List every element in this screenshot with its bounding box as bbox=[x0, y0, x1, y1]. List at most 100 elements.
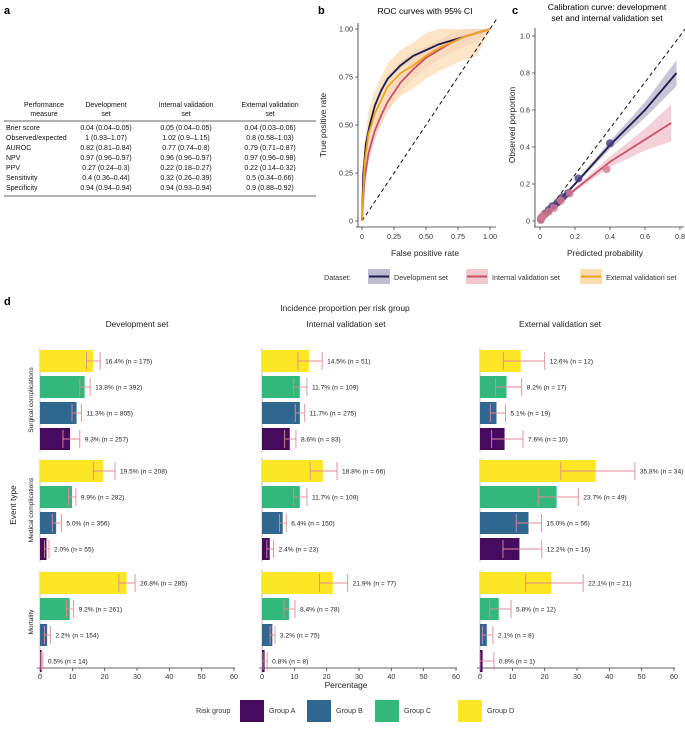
incidence-title: Incidence proportion per risk group bbox=[280, 303, 410, 313]
table-cell: 0.22 (0.18–0.27) bbox=[160, 165, 211, 172]
incidence-bar bbox=[40, 572, 127, 594]
calibration-point bbox=[565, 189, 574, 198]
table-row-label: AUROC bbox=[6, 145, 31, 152]
incidence-bar bbox=[262, 428, 290, 450]
performance-table: Performance measure Development set Internal… bbox=[4, 102, 316, 197]
bar-value-label: 23.7% (n = 49) bbox=[583, 495, 626, 502]
bar-value-label: 5.0% (n = 356) bbox=[66, 521, 109, 528]
risk-legend-swatch bbox=[240, 700, 264, 722]
bar-x-tick-label: 30 bbox=[133, 672, 141, 681]
incidence-bar bbox=[480, 376, 507, 398]
roc-title: ROC curves with 95% CI bbox=[377, 6, 472, 16]
calibration-y-tick-label: 0.2 bbox=[520, 180, 530, 189]
table-cell: 0.4 (0.36–0.44) bbox=[82, 175, 129, 182]
bar-value-label: 21.9% (n = 77) bbox=[353, 581, 396, 588]
roc-x-tick-label: 0 bbox=[360, 232, 364, 241]
roc-y-tick-label: 0.75 bbox=[339, 73, 353, 82]
table-cell: 0.8 (0.58–1.03) bbox=[246, 135, 293, 142]
bar-value-label: 2.2% (n = 154) bbox=[55, 633, 98, 640]
bar-value-label: 8.6% (n = 83) bbox=[301, 437, 341, 444]
bar-value-label: 5.8% (n = 12) bbox=[516, 607, 556, 614]
bar-value-label: 8.2% (n = 17) bbox=[527, 385, 567, 392]
table-header: Development bbox=[85, 102, 126, 109]
roc-chart: ROC curves with 95% CI False positive ra… bbox=[318, 6, 497, 258]
table-row-label: Sensitivity bbox=[6, 175, 38, 182]
roc-y-tick-label: 1.00 bbox=[339, 25, 353, 34]
table-header: measure bbox=[30, 111, 57, 118]
bar-value-label: 9.2% (n = 261) bbox=[79, 607, 122, 614]
table-row-label: PPV bbox=[6, 165, 20, 172]
table-row-label: Specificity bbox=[6, 185, 38, 192]
bar-x-tick-label: 0 bbox=[478, 672, 482, 681]
table-cell: 0.32 (0.26–0.39) bbox=[160, 175, 211, 182]
bar-x-tick-label: 60 bbox=[670, 672, 678, 681]
roc-x-tick-label: 0.50 bbox=[419, 232, 433, 241]
panel-label-d: d bbox=[4, 296, 11, 308]
incidence-bar bbox=[40, 598, 70, 620]
bar-value-label: 0.8% (n = 1) bbox=[499, 659, 535, 666]
bar-x-tick-label: 60 bbox=[230, 672, 238, 681]
table-header: set bbox=[101, 111, 110, 118]
table-header: set bbox=[181, 111, 190, 118]
table-row-label: NPV bbox=[6, 155, 21, 162]
bar-x-tick-label: 20 bbox=[101, 672, 109, 681]
event-type-axis-label: Event type bbox=[8, 485, 18, 525]
bar-x-tick-label: 50 bbox=[638, 672, 646, 681]
bar-value-label: 11.7% (n = 275) bbox=[310, 411, 357, 418]
table-cell: 0.04 (0.04–0.05) bbox=[80, 125, 131, 132]
panel-label-b: b bbox=[318, 5, 325, 17]
roc-y-tick-label: 0 bbox=[349, 217, 353, 226]
table-cell: 0.27 (0.24–0.3) bbox=[82, 165, 129, 172]
risk-legend-label: Group D bbox=[487, 706, 514, 715]
calibration-y-tick-label: 1.0 bbox=[520, 32, 530, 41]
bar-value-label: 12.6% (n = 12) bbox=[550, 359, 593, 366]
table-cell: 0.05 (0.04–0.05) bbox=[160, 125, 211, 132]
risk-legend-swatch bbox=[375, 700, 399, 722]
event-type-label: Surgical complications bbox=[28, 367, 35, 433]
bar-x-tick-label: 0 bbox=[38, 672, 42, 681]
calibration-title-line1: Calibration curve: development bbox=[548, 2, 667, 12]
incidence-bar bbox=[480, 460, 596, 482]
table-header: Performance bbox=[24, 102, 64, 109]
incidence-bar bbox=[262, 512, 283, 534]
calibration-point bbox=[606, 139, 614, 148]
calibration-x-tick-label: 0 bbox=[538, 232, 542, 241]
calibration-point bbox=[602, 165, 611, 174]
bar-value-label: 7.6% (n = 10) bbox=[528, 437, 568, 444]
bar-value-label: 22.1% (n = 21) bbox=[588, 581, 631, 588]
incidence-bar bbox=[480, 572, 552, 594]
risk-legend-label: Group C bbox=[404, 706, 431, 715]
dataset-legend-label: External validation set bbox=[606, 273, 676, 282]
incidence-bar bbox=[262, 538, 270, 560]
dataset-legend-label: Internal validation set bbox=[492, 273, 560, 282]
bar-value-label: 5.1% (n = 19) bbox=[511, 411, 551, 418]
incidence-bar bbox=[262, 402, 300, 424]
bar-x-tick-label: 40 bbox=[387, 672, 395, 681]
table-cell: 1 (0.93–1.07) bbox=[85, 135, 127, 142]
calibration-point bbox=[574, 174, 583, 183]
risk-group-legend-title: Risk group bbox=[196, 706, 230, 715]
roc-x-label: False positive rate bbox=[391, 248, 459, 258]
bar-x-tick-label: 10 bbox=[290, 672, 298, 681]
calibration-y-tick-label: 0.6 bbox=[520, 106, 530, 115]
bar-x-tick-label: 60 bbox=[452, 672, 460, 681]
table-cell: 1.02 (0.9–1.15) bbox=[162, 135, 209, 142]
calibration-diagonal bbox=[539, 28, 685, 222]
risk-group-legend: Risk group Group A Group B Group C Group D bbox=[196, 700, 514, 722]
roc-y-tick-label: 0.50 bbox=[339, 121, 353, 130]
bar-value-label: 8.4% (n = 78) bbox=[300, 607, 340, 614]
bar-x-tick-label: 20 bbox=[541, 672, 549, 681]
roc-x-tick-label: 1.00 bbox=[483, 232, 497, 241]
bar-x-tick-label: 10 bbox=[68, 672, 76, 681]
calibration-chart: Calibration curve: development set and i… bbox=[507, 2, 685, 258]
calibration-y-label: Observed porportion bbox=[507, 86, 517, 163]
bar-x-tick-label: 30 bbox=[573, 672, 581, 681]
bar-x-tick-label: 40 bbox=[165, 672, 173, 681]
event-type-label: Medical complications bbox=[28, 477, 35, 542]
bar-x-tick-label: 40 bbox=[605, 672, 613, 681]
roc-x-tick-label: 0.25 bbox=[387, 232, 401, 241]
incidence-bar bbox=[40, 538, 47, 560]
incidence-bar bbox=[40, 486, 73, 508]
